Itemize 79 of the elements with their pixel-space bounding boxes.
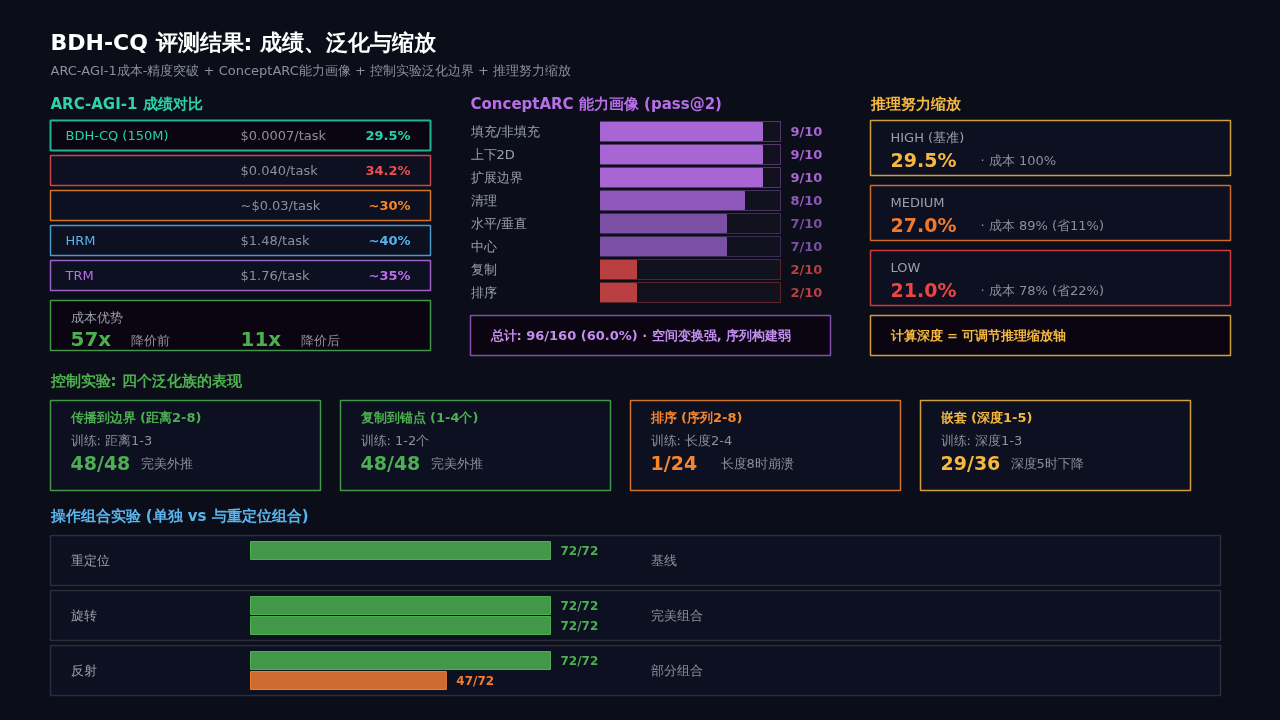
category-label: HRM [65, 233, 96, 248]
text: 21.0% [890, 278, 957, 301]
data-label: 7/10 [790, 239, 823, 254]
text: ARC-AGI-1成本-精度突破 + ConceptARC能力画像 + 控制实验泛化边界 + 推理努力缩放 [50, 63, 572, 78]
text: $1.48/task [240, 233, 310, 248]
text: 29.5% [365, 128, 411, 143]
text: 完美组合 [650, 608, 703, 623]
y-tick-label: 上下2D [470, 147, 515, 162]
category-label: 降价前 [130, 333, 170, 348]
text: 48/48 [70, 451, 131, 474]
data-label: 47/72 [456, 673, 495, 688]
text: 34.2% [365, 163, 411, 178]
text: 1/24 [650, 451, 698, 474]
text: 29/36 [940, 451, 1001, 474]
category-label: 排序 (序列2-8) [649, 410, 743, 425]
data-label: 72/72 [560, 653, 599, 668]
y-tick-label: 排序 [470, 285, 497, 300]
text: $0.0007/task [240, 128, 327, 143]
text: 推理努力缩放 [869, 94, 962, 113]
text: · 成本 100% [980, 153, 1057, 168]
text: ~$0.03/task [240, 198, 321, 213]
text: 控制实验: 四个泛化族的表现 [49, 371, 243, 390]
text: 训练: 深度1-3 [940, 433, 1023, 448]
text: 部分组合 [650, 663, 703, 678]
y-tick-label: 扩展边界 [470, 170, 523, 185]
data-label: 9/10 [790, 170, 823, 185]
data-label: 9/10 [790, 124, 823, 139]
text: 成本优势 [70, 310, 123, 325]
data-label: 9/10 [790, 147, 823, 162]
data-label: 72/72 [560, 618, 599, 633]
y-tick-label: 旋转 [70, 608, 97, 623]
y-tick-label: 填充/非填充 [469, 124, 540, 139]
category-label: 嵌套 (深度1-5) [939, 410, 1033, 425]
data-label: 72/72 [560, 598, 599, 613]
text: 29.5% [890, 148, 957, 171]
category-label: TRM [64, 268, 94, 283]
y-tick-label: 反射 [70, 663, 97, 678]
text: 计算深度 = 可调节推理缩放轴 [889, 328, 1067, 343]
text: 长度8时崩溃 [720, 456, 794, 471]
category-label: HIGH (基准) [890, 130, 965, 145]
text: ~30% [368, 198, 411, 213]
text: 48/48 [360, 451, 421, 474]
text: 完美外推 [430, 456, 483, 471]
y-tick-label: 重定位 [70, 553, 110, 568]
text: · 成本 89% (省11%) [980, 218, 1104, 233]
text: 训练: 距离1-3 [70, 433, 153, 448]
text: 总计: 96/160 (60.0%) · 空间变换强, 序列构建弱 [489, 328, 792, 343]
text: 训练: 1-2个 [360, 433, 430, 448]
category-label: LOW [890, 260, 921, 275]
category-label: 降价后 [300, 333, 340, 348]
text: ~35% [368, 268, 411, 283]
text: $1.76/task [240, 268, 310, 283]
text: BDH-CQ 评测结果: 成绩、泛化与缩放 [50, 30, 438, 55]
data-label: 72/72 [560, 543, 599, 558]
text: $0.040/task [240, 163, 319, 178]
chart-title: ConceptARC 能力画像 (pass@2) [470, 94, 722, 113]
text: ~40% [368, 233, 411, 248]
data-label: 2/10 [790, 262, 823, 277]
y-tick-label: 清理 [470, 193, 497, 208]
category-label: MEDIUM [890, 195, 945, 210]
y-tick-label: 复制 [470, 262, 497, 277]
text: 57x [70, 326, 112, 351]
category-label: BDH-CQ (150M) [65, 128, 169, 143]
category-label: 复制到锚点 (1-4个) [359, 410, 479, 425]
data-label: 2/10 [790, 285, 823, 300]
data-label: 8/10 [790, 193, 823, 208]
chart-title: 操作组合实验 (单独 vs 与重定位组合) [49, 506, 309, 525]
text: 11x [240, 326, 282, 351]
text: · 成本 78% (省22%) [980, 283, 1104, 298]
data-label: 7/10 [790, 216, 823, 231]
y-tick-label: 水平/垂直 [470, 216, 527, 231]
y-tick-label: 中心 [470, 239, 497, 254]
text: 基线 [650, 553, 677, 568]
text: 完美外推 [140, 456, 193, 471]
text: 深度5时下降 [1010, 456, 1084, 471]
text: 27.0% [890, 213, 957, 236]
text: 训练: 长度2-4 [650, 433, 733, 448]
category-label: 传播到边界 (距离2-8) [69, 410, 202, 425]
text: ARC-AGI-1 成绩对比 [50, 94, 203, 113]
